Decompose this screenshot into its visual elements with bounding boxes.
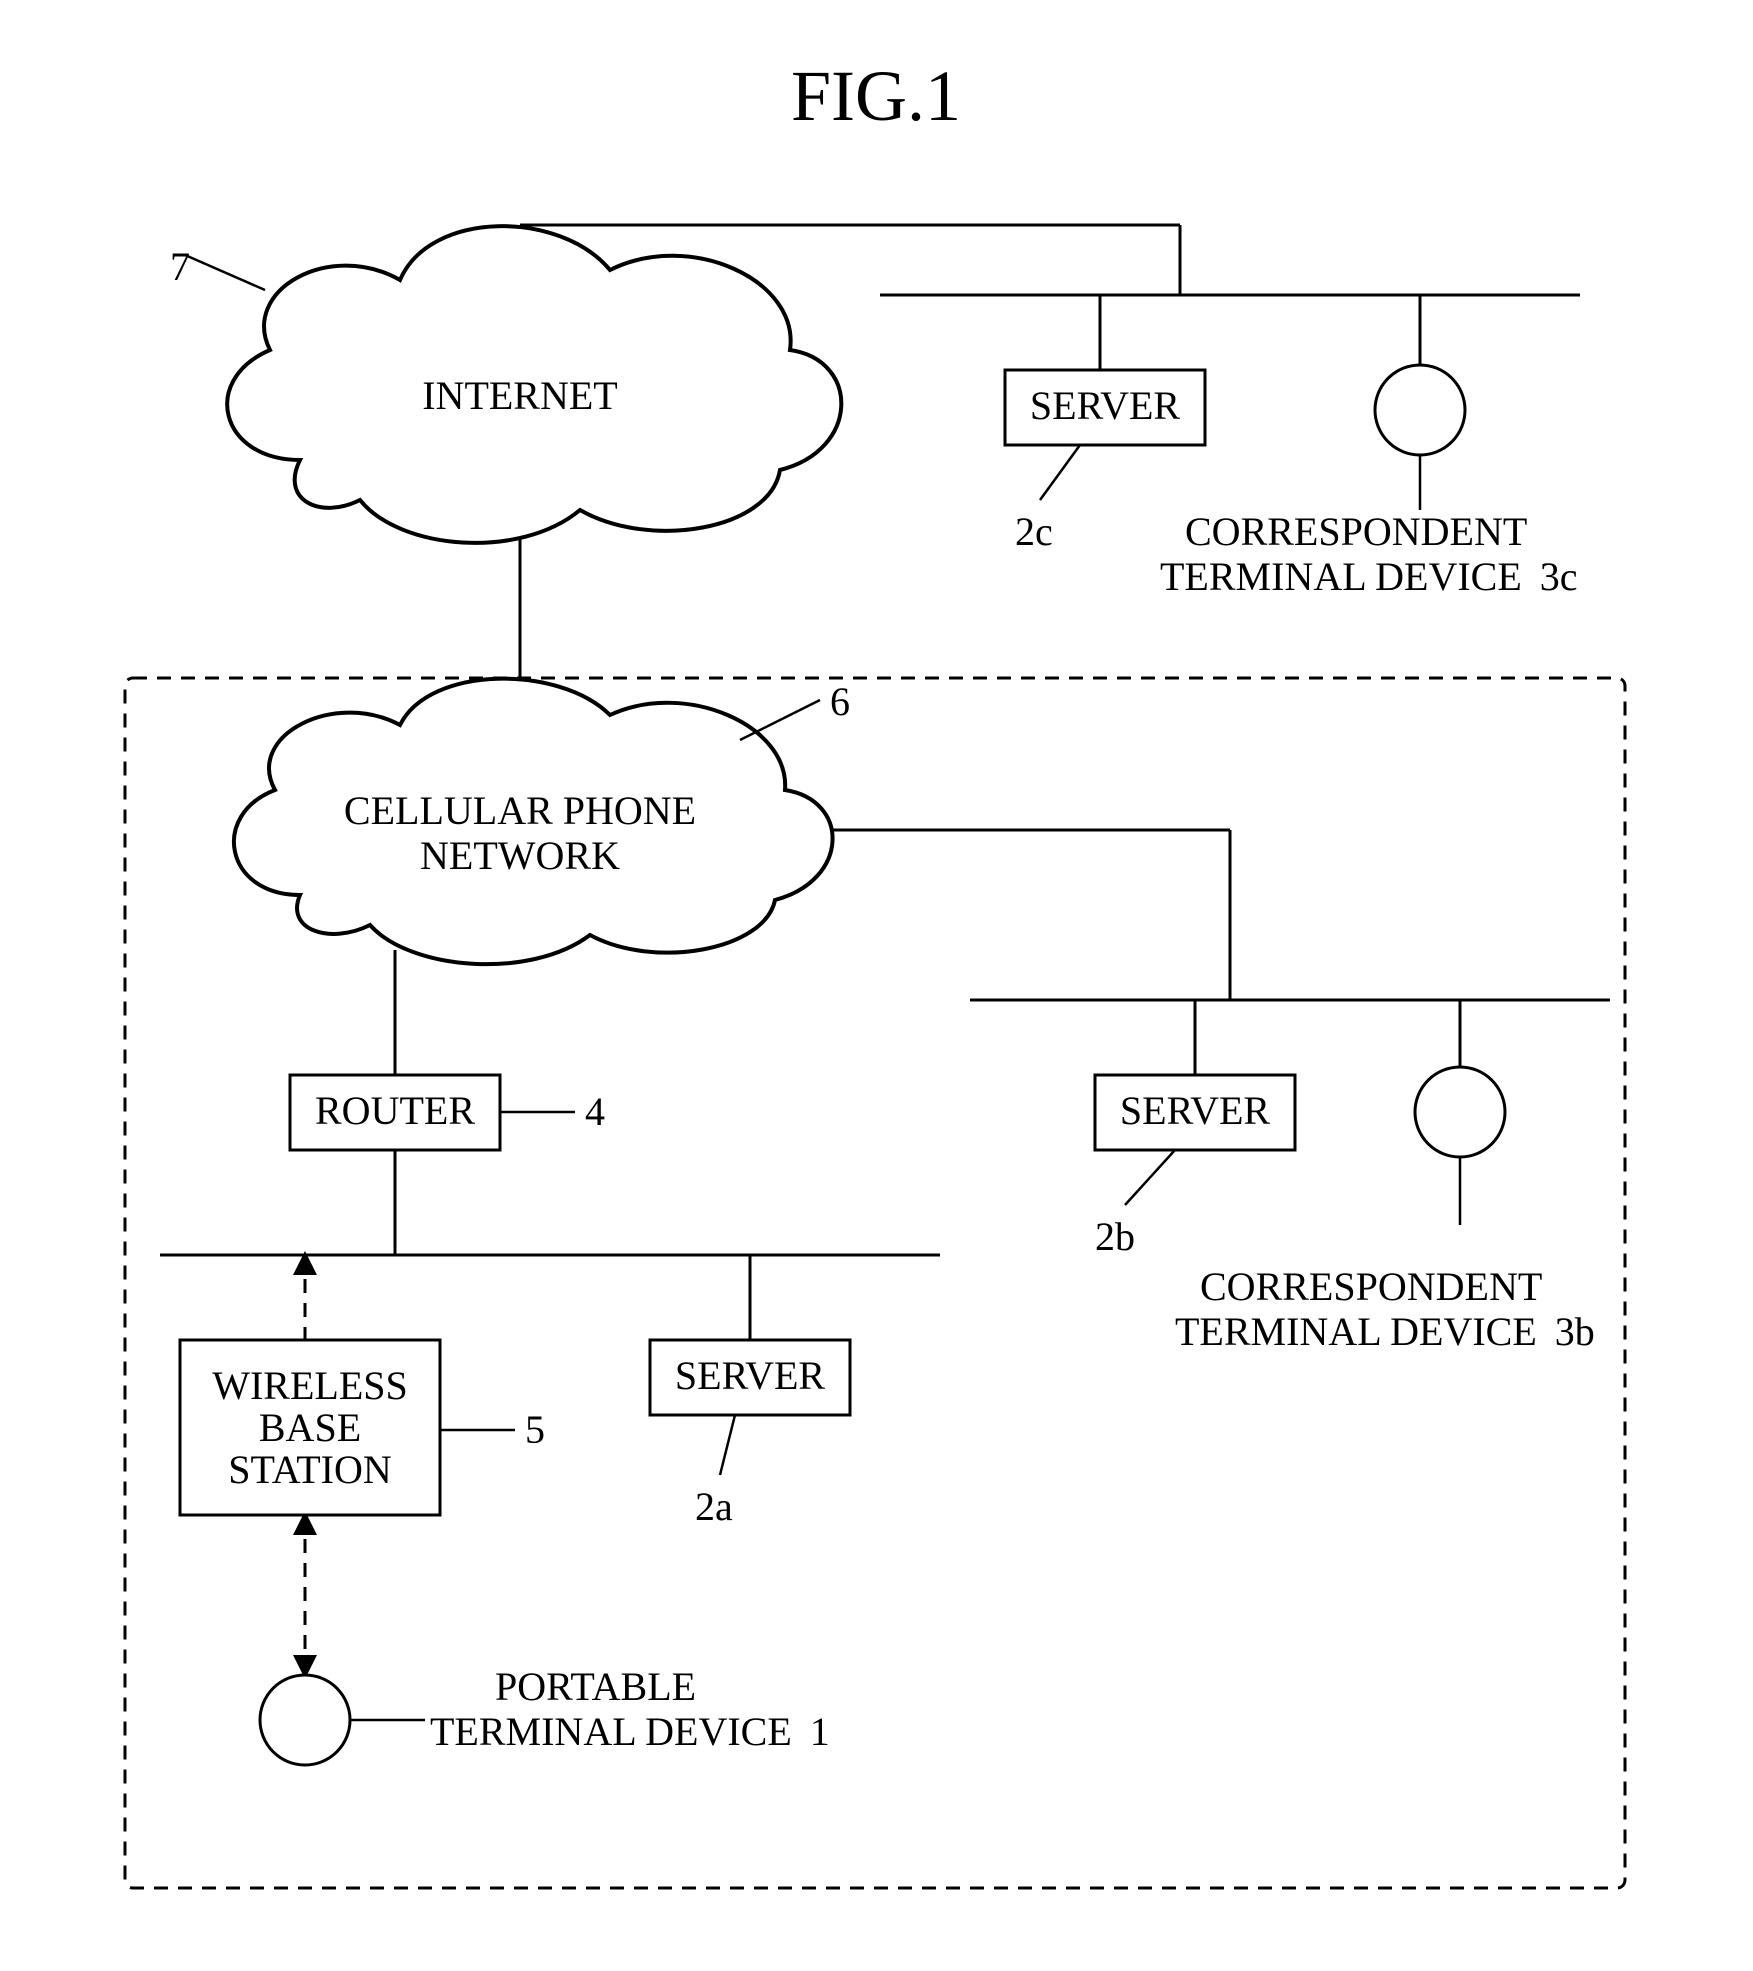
cellular-label-2: NETWORK [420,833,620,878]
t1-line1: PORTABLE [495,1664,696,1709]
internet-label: INTERNET [422,373,618,418]
router: ROUTER [290,1075,500,1150]
server-2a-label: SERVER [675,1353,825,1398]
wireless-base-station: WIRELESS BASE STATION [180,1340,440,1515]
terminal-1 [260,1675,350,1765]
svg-text:2c: 2c [1015,509,1053,554]
svg-text:2b: 2b [1095,1214,1135,1259]
figure-title: FIG.1 [791,56,961,136]
t3b-line1: CORRESPONDENT [1200,1264,1542,1309]
terminal-3b-text: CORRESPONDENT TERMINAL DEVICE 3b [1175,1264,1595,1354]
router-label: ROUTER [315,1088,475,1133]
svg-text:6: 6 [830,679,850,724]
t3b-line2: TERMINAL DEVICE 3b [1175,1309,1595,1354]
terminal-3c [1375,365,1465,455]
terminal-3b [1415,1067,1505,1157]
internet-cloud: INTERNET [227,226,841,543]
svg-text:5: 5 [525,1407,545,1452]
server-2b-label: SERVER [1120,1088,1270,1133]
server-2b: SERVER [1095,1075,1295,1150]
svg-text:7: 7 [170,244,190,289]
svg-text:4: 4 [585,1089,605,1134]
server-2c-label: SERVER [1030,383,1180,428]
cellular-label-1: CELLULAR PHONE [344,788,696,833]
terminal-1-text: PORTABLE TERMINAL DEVICE 1 [430,1664,830,1754]
wireless-label-3: STATION [228,1447,391,1492]
server-2c: SERVER [1005,370,1205,445]
t3c-line2: TERMINAL DEVICE 3c [1160,554,1578,599]
server-2a: SERVER [650,1340,850,1415]
wireless-label-1: WIRELESS [212,1363,408,1408]
cellular-cloud: CELLULAR PHONE NETWORK [234,679,833,964]
t1-line2: TERMINAL DEVICE 1 [430,1709,830,1754]
svg-text:2a: 2a [695,1484,733,1529]
t3c-line1: CORRESPONDENT [1185,509,1527,554]
terminal-3c-text: CORRESPONDENT TERMINAL DEVICE 3c [1160,509,1578,599]
wireless-label-2: BASE [259,1405,361,1450]
